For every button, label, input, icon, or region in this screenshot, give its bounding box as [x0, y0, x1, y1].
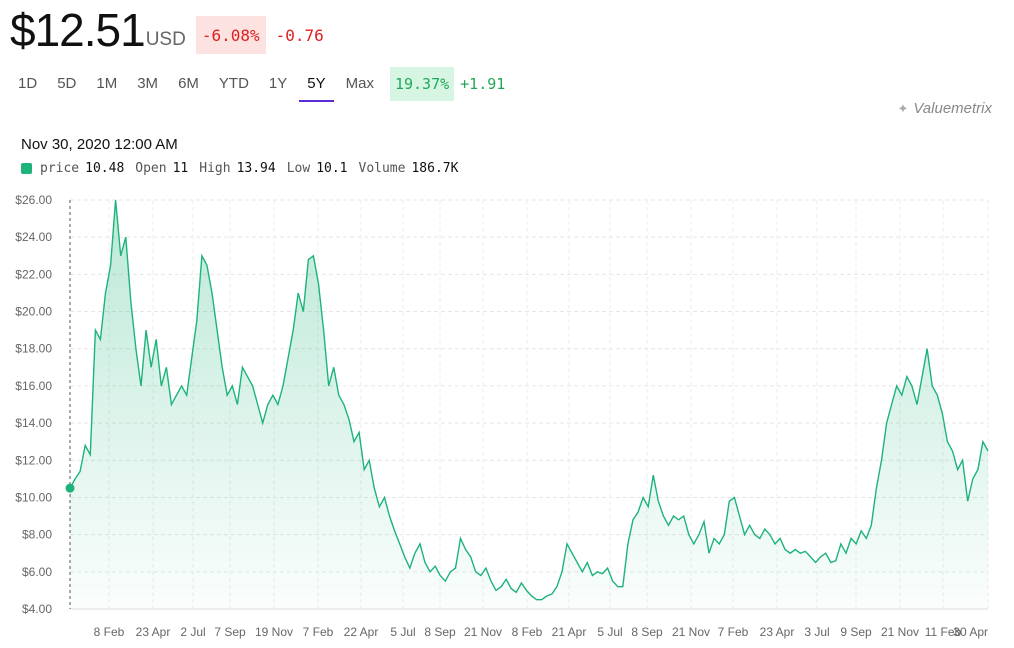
- currency-label: USD: [145, 29, 186, 50]
- x-tick-label: 3 Jul: [804, 625, 829, 639]
- x-tick-label: 2 Jul: [180, 625, 205, 639]
- tab-ytd[interactable]: YTD: [218, 75, 249, 92]
- volume-label: Volume: [358, 161, 406, 176]
- x-tick-label: 7 Feb: [303, 625, 334, 639]
- tooltip-legend: price 10.48 Open 11 High 13.94 Low 10.1 …: [21, 161, 469, 176]
- tab-3m[interactable]: 3M: [137, 75, 159, 92]
- y-tick-label: $26.00: [15, 193, 52, 207]
- y-tick-label: $20.00: [15, 305, 52, 319]
- open-value: 11: [172, 161, 189, 176]
- range-tabs: 1D 5D 1M 3M 6M YTD 1Y 5Y Max 19.37% +1.9…: [10, 66, 505, 102]
- current-price: $12.51: [10, 4, 146, 56]
- price-header: $12.51 USD -6.08% -0.76: [10, 4, 324, 60]
- y-tick-label: $4.00: [22, 602, 52, 616]
- x-tick-label: 21 Nov: [464, 625, 502, 639]
- x-tick-label: 8 Sep: [424, 625, 456, 639]
- change-absolute: -0.76: [275, 26, 324, 45]
- chart-grid: [70, 199, 989, 610]
- volume-value: 186.7K: [411, 161, 459, 176]
- y-tick-label: $8.00: [22, 528, 52, 542]
- y-tick-label: $24.00: [15, 230, 52, 244]
- x-tick-label: 22 Apr: [344, 625, 379, 639]
- tab-5d[interactable]: 5D: [57, 75, 77, 92]
- y-tick-label: $22.00: [15, 267, 52, 281]
- tab-max[interactable]: Max: [345, 75, 374, 92]
- x-tick-label: 21 Nov: [672, 625, 710, 639]
- price-label: price: [40, 161, 80, 176]
- tab-1m[interactable]: 1M: [96, 75, 118, 92]
- open-label: Open: [135, 161, 167, 176]
- x-tick-label: 21 Nov: [881, 625, 919, 639]
- y-tick-label: $12.00: [15, 453, 52, 467]
- low-label: Low: [286, 161, 311, 176]
- high-value: 13.94: [236, 161, 276, 176]
- x-axis: 8 Feb 23 Apr 2 Jul 7 Sep 19 Nov 7 Feb 22 Apr 5 …: [94, 625, 988, 639]
- high-label: High: [199, 161, 231, 176]
- x-tick-label: 5 Jul: [597, 625, 622, 639]
- tab-1d[interactable]: 1D: [18, 75, 38, 92]
- period-change-percent-badge: 19.37%: [389, 67, 455, 101]
- period-change-absolute: +1.91: [460, 75, 506, 93]
- y-axis: $4.00 $6.00 $8.00 $10.00 $12.00 $14.00 $16.00 $…: [15, 193, 52, 616]
- y-tick-label: $6.00: [22, 565, 52, 579]
- price-line: [69, 199, 989, 601]
- valuemetrix-brand: ✦ Valuemetrix: [897, 100, 992, 117]
- low-value: 10.1: [316, 161, 348, 176]
- price-chart[interactable]: $4.00 $6.00 $8.00 $10.00 $12.00 $14.00 $16.00 $…: [0, 188, 1014, 648]
- x-tick-label: 8 Feb: [512, 625, 543, 639]
- x-tick-label: 8 Feb: [94, 625, 125, 639]
- x-tick-label: 23 Apr: [136, 625, 171, 639]
- valuemetrix-logo-icon: ✦: [897, 100, 909, 116]
- tab-5y[interactable]: 5Y: [299, 68, 334, 102]
- x-tick-label: 23 Apr: [760, 625, 795, 639]
- price-value: 10.48: [85, 161, 125, 176]
- x-tick-label: 9 Sep: [840, 625, 872, 639]
- price-area-fill: [70, 200, 988, 609]
- x-tick-label: 19 Nov: [255, 625, 293, 639]
- y-tick-label: $14.00: [15, 416, 52, 430]
- y-tick-label: $16.00: [15, 379, 52, 393]
- tooltip-date: Nov 30, 2020 12:00 AM: [21, 136, 178, 153]
- y-tick-label: $10.00: [15, 490, 52, 504]
- price-legend-swatch: [21, 163, 32, 174]
- x-tick-label: 30 Apr: [953, 625, 988, 639]
- brand-name: Valuemetrix: [913, 100, 992, 117]
- x-tick-label: 5 Jul: [390, 625, 415, 639]
- tab-6m[interactable]: 6M: [178, 75, 199, 92]
- hover-marker: [65, 483, 75, 493]
- x-tick-label: 7 Sep: [214, 625, 246, 639]
- x-tick-label: 8 Sep: [631, 625, 663, 639]
- tab-1y[interactable]: 1Y: [268, 75, 288, 92]
- change-percent-badge: -6.08%: [195, 16, 266, 54]
- y-tick-label: $18.00: [15, 342, 52, 356]
- x-tick-label: 11 Feb: [925, 625, 962, 639]
- x-tick-label: 7 Feb: [718, 625, 749, 639]
- x-tick-label: 21 Apr: [552, 625, 587, 639]
